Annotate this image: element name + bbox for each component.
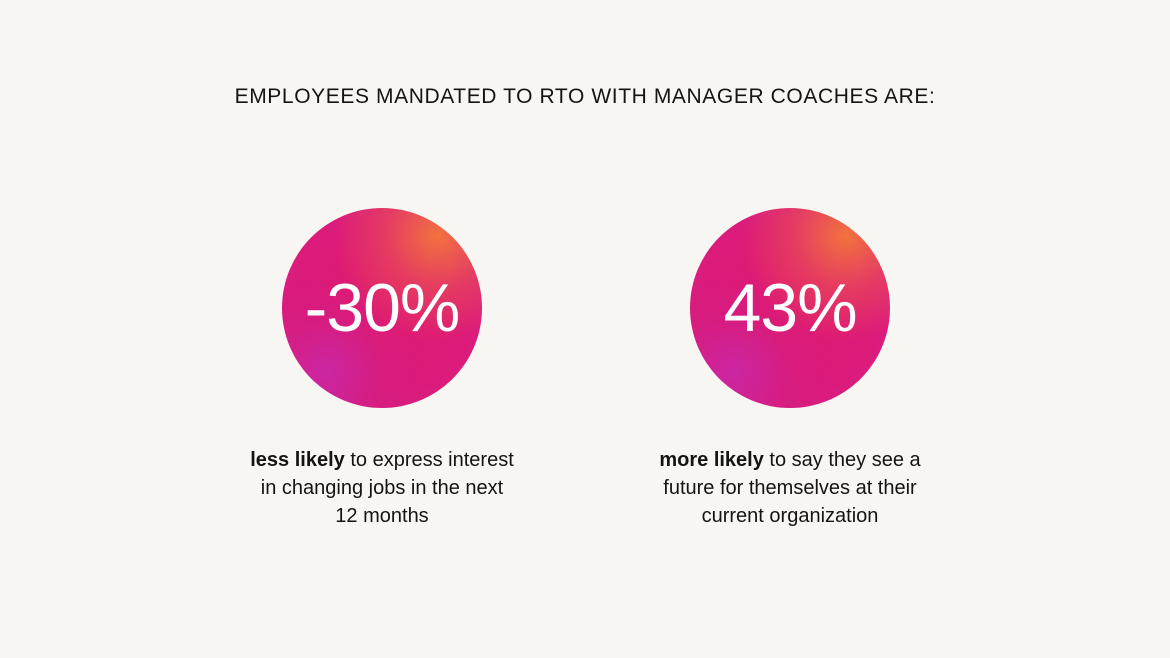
stat-description: less likely to express interest in chang… [222, 446, 542, 530]
stat-card-right: 43% more likely to say they see a future… [630, 208, 950, 530]
stat-circle: -30% [282, 208, 482, 408]
stat-value: -30% [304, 270, 461, 346]
stat-emphasis: more likely [659, 449, 764, 471]
stat-description-line-2: in changing jobs in the next [260, 477, 504, 499]
stat-circle: 43% [690, 208, 890, 408]
stat-description-line-1: less likely to express interest [222, 446, 542, 474]
stat-description-text: to say they see a [763, 449, 921, 471]
stat-description-line-3: 12 months [335, 505, 429, 527]
stat-description-line-3: current organization [701, 505, 879, 527]
stat-value: 43% [723, 270, 857, 346]
stat-description-line-1: more likely to say they see a [630, 446, 950, 474]
stat-description-text: to express interest [344, 449, 514, 471]
headline: EMPLOYEES MANDATED TO RTO WITH MANAGER C… [234, 85, 936, 108]
stat-emphasis: less likely [250, 449, 345, 471]
stat-card-left: -30% less likely to express interest in … [222, 208, 542, 530]
stat-description-line-2: future for themselves at their [663, 477, 917, 499]
stat-description: more likely to say they see a future for… [630, 446, 950, 530]
